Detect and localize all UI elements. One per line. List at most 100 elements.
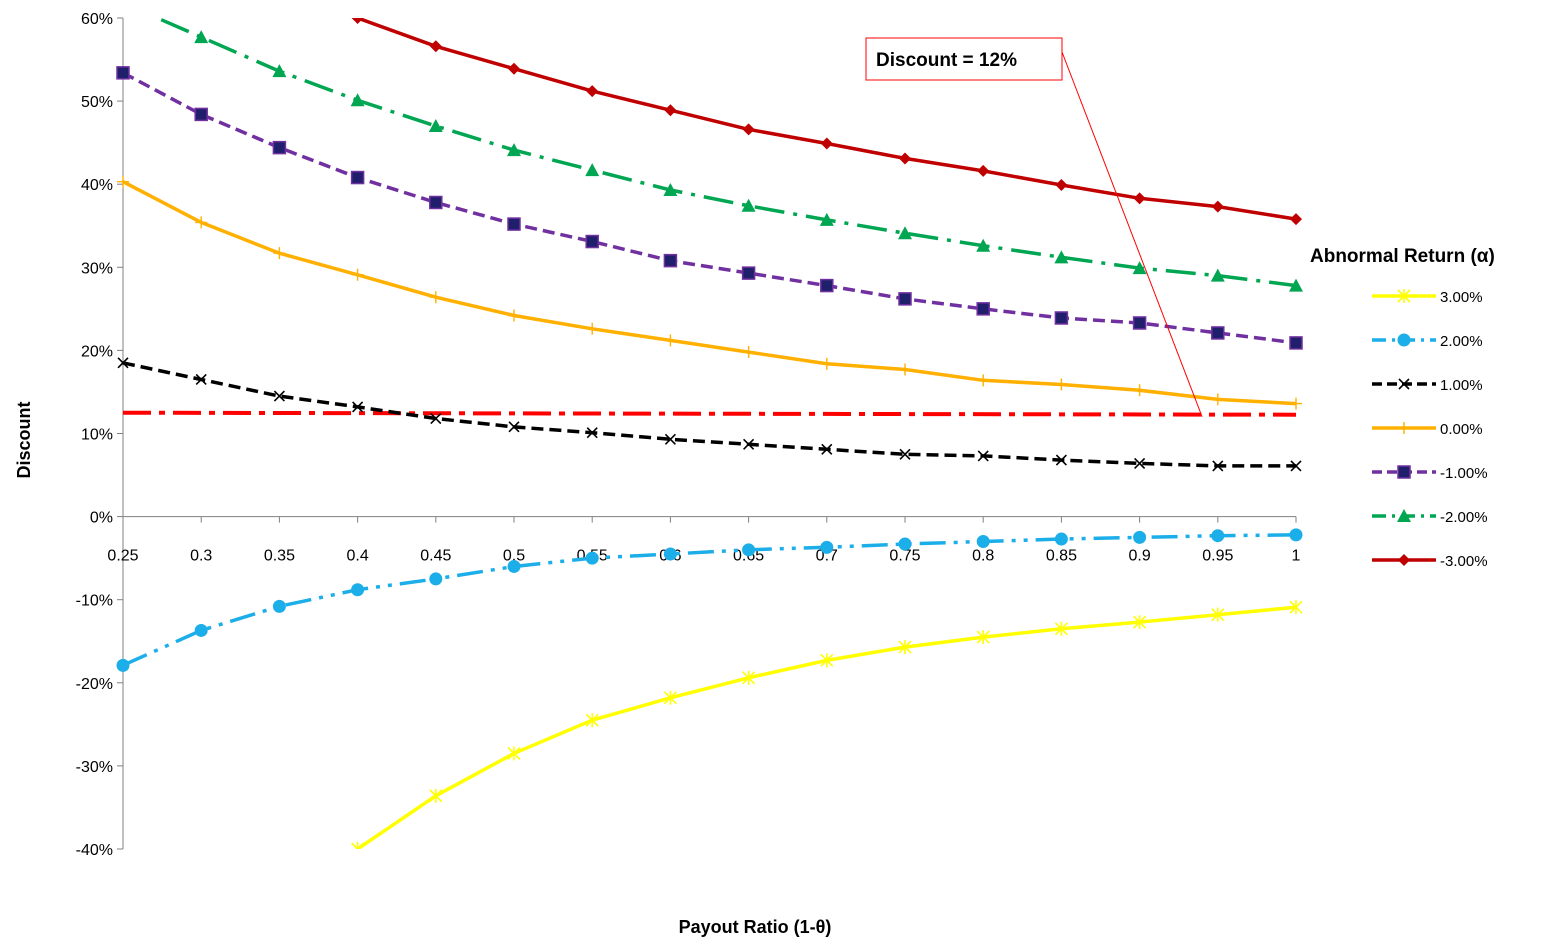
x-tick-label: 0.45 bbox=[420, 548, 451, 565]
y-tick-label: 0% bbox=[90, 510, 113, 527]
data-point bbox=[352, 401, 364, 413]
y-tick-label: -30% bbox=[76, 759, 113, 776]
data-point bbox=[976, 535, 990, 549]
data-point bbox=[194, 107, 208, 122]
data-point bbox=[898, 537, 912, 551]
data-point bbox=[429, 40, 442, 53]
data-point bbox=[741, 198, 756, 212]
x-tick-label: 0.75 bbox=[889, 548, 920, 565]
data-point bbox=[663, 253, 678, 268]
legend-item: 1.00% bbox=[1372, 377, 1483, 394]
data-point bbox=[664, 104, 677, 117]
data-point bbox=[899, 448, 911, 460]
data-point bbox=[351, 842, 365, 849]
data-point bbox=[1133, 192, 1146, 205]
data-point bbox=[1055, 179, 1068, 192]
data-point bbox=[195, 373, 207, 386]
data-point bbox=[272, 599, 286, 613]
data-point bbox=[899, 363, 911, 376]
data-point bbox=[1054, 621, 1068, 636]
legend-label: 0.00% bbox=[1440, 421, 1483, 438]
data-point bbox=[664, 433, 676, 445]
legend-item: 3.00% bbox=[1372, 289, 1483, 306]
y-tick-label: -40% bbox=[76, 842, 113, 859]
series-line bbox=[122, 71, 1297, 345]
data-point bbox=[899, 152, 911, 165]
x-tick-label: 0.95 bbox=[1202, 548, 1233, 565]
annotation-leader-line bbox=[1061, 51, 1203, 418]
series-line bbox=[160, 18, 1297, 288]
data-point bbox=[194, 623, 208, 637]
data-point bbox=[1055, 378, 1068, 391]
data-point bbox=[273, 247, 286, 260]
x-tick-label: 0.5 bbox=[503, 548, 525, 565]
series-line bbox=[122, 180, 1297, 406]
legend-label: -3.00% bbox=[1440, 553, 1488, 570]
series-line bbox=[122, 361, 1296, 468]
data-point bbox=[1054, 250, 1069, 264]
data-point bbox=[742, 670, 756, 685]
data-point bbox=[116, 658, 130, 672]
data-point bbox=[117, 175, 129, 188]
x-tick-label: 0.25 bbox=[107, 548, 138, 565]
series-line bbox=[356, 605, 1297, 849]
data-point bbox=[585, 551, 599, 565]
data-point bbox=[1211, 393, 1224, 406]
x-tick-label: 0.4 bbox=[346, 548, 368, 565]
y-tick-label: 10% bbox=[81, 427, 113, 444]
legend-label: -1.00% bbox=[1440, 465, 1488, 482]
series-line bbox=[352, 18, 1297, 221]
x-tick-label: 0.3 bbox=[190, 548, 212, 565]
data-point bbox=[1055, 454, 1067, 466]
data-point bbox=[116, 66, 130, 80]
data-point bbox=[429, 291, 442, 304]
data-point bbox=[350, 93, 365, 107]
annotation-text: Discount = 12% bbox=[876, 50, 1017, 71]
data-point bbox=[898, 640, 912, 655]
data-point bbox=[585, 713, 599, 728]
legend-label: -2.00% bbox=[1440, 509, 1488, 526]
legend-marker bbox=[1397, 289, 1411, 303]
data-point bbox=[430, 412, 442, 425]
data-point bbox=[977, 450, 989, 462]
data-point bbox=[1289, 336, 1303, 350]
data-point bbox=[1211, 607, 1225, 622]
data-point bbox=[1210, 268, 1225, 282]
x-tick-label: 0.9 bbox=[1128, 548, 1150, 565]
data-point bbox=[586, 427, 598, 439]
data-point bbox=[429, 572, 443, 586]
legend-marker bbox=[1398, 554, 1410, 566]
data-point bbox=[820, 540, 834, 554]
data-point bbox=[742, 543, 756, 557]
data-point bbox=[743, 438, 755, 450]
data-point bbox=[741, 266, 756, 280]
x-tick-label: 0.7 bbox=[816, 548, 838, 565]
data-point bbox=[1289, 278, 1303, 292]
data-point bbox=[117, 357, 129, 369]
legend-marker bbox=[1398, 422, 1410, 434]
legend-marker bbox=[1397, 333, 1411, 347]
series-2.00% bbox=[116, 528, 1303, 672]
data-point bbox=[507, 746, 521, 761]
data-point bbox=[508, 62, 520, 75]
data-point bbox=[585, 234, 599, 249]
data-point bbox=[428, 119, 443, 133]
legend: 3.00% 2.00% 1.00% 0.00% -1.00% -2.00% -3.00% bbox=[1372, 289, 1488, 570]
y-tick-label: 40% bbox=[81, 177, 113, 194]
data-point bbox=[350, 170, 365, 185]
series-3.00% bbox=[351, 600, 1303, 849]
data-point bbox=[976, 302, 990, 316]
data-point bbox=[1132, 261, 1147, 275]
data-point bbox=[508, 421, 520, 433]
x-tick-label: 0.85 bbox=[1046, 548, 1077, 565]
legend-label: 1.00% bbox=[1440, 377, 1483, 394]
data-point bbox=[1290, 397, 1302, 410]
data-point bbox=[819, 212, 834, 226]
data-point bbox=[820, 653, 834, 668]
data-point bbox=[195, 216, 208, 229]
data-point bbox=[429, 788, 443, 803]
data-point bbox=[1134, 457, 1146, 469]
data-point bbox=[585, 163, 600, 177]
data-point bbox=[507, 559, 521, 573]
